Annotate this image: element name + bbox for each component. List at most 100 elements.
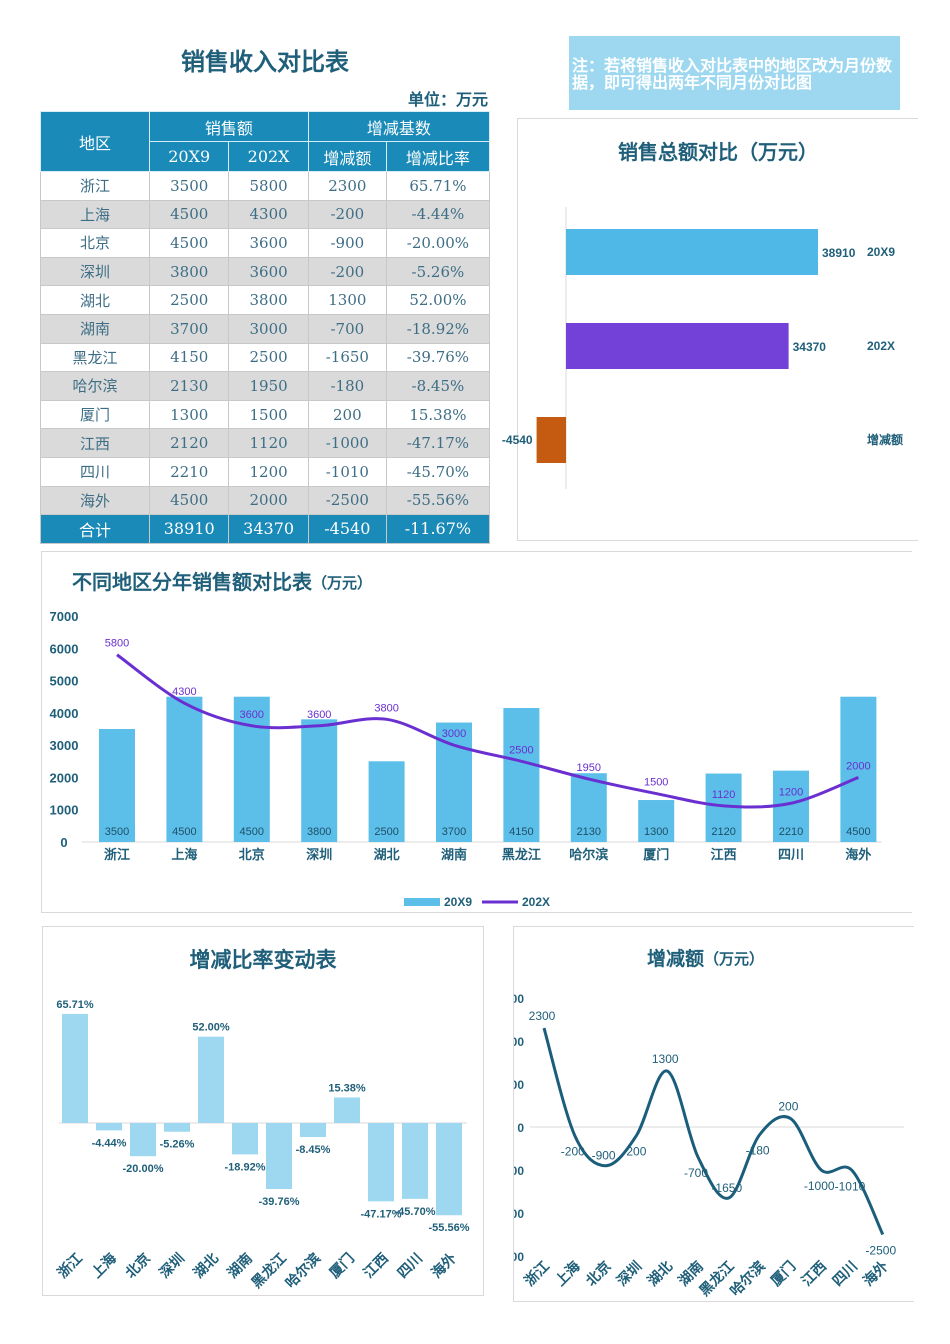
header-y1: 20X9	[148, 141, 230, 172]
chart-title: 增减比率变动表	[190, 948, 338, 972]
table-cell: 3800	[148, 256, 230, 287]
data-label: -39.76%	[259, 1196, 300, 1208]
table-cell: 3500	[148, 171, 230, 201]
y-tick-label: 2000	[514, 1035, 524, 1049]
table-cell: 1200	[228, 456, 309, 487]
bar-label: 3800	[307, 826, 331, 838]
chart-title: 增减额	[647, 947, 704, 970]
y-tick-label: 1000	[514, 1078, 524, 1092]
table-row: 四川 2210 1200 -1010 -45.70%	[40, 456, 491, 487]
line-label: 2500	[509, 744, 533, 756]
table-cell: 上海	[40, 199, 150, 230]
line-label: 3600	[240, 709, 264, 721]
bar	[503, 708, 540, 842]
data-label: -1000	[804, 1179, 835, 1193]
data-label: -200	[622, 1145, 646, 1159]
y-tick-label: 3000	[50, 738, 79, 753]
table-row: 北京 4500 3600 -900 -20.00%	[40, 228, 491, 258]
table-cell: 3000	[228, 313, 309, 344]
category-label: 江西	[711, 847, 737, 862]
bar	[198, 1036, 224, 1123]
legend-label: 202X	[522, 895, 550, 909]
table-cell: 65.71%	[385, 171, 491, 201]
total-cell: 34370	[228, 514, 309, 544]
bar	[300, 1123, 326, 1138]
table-cell: 北京	[40, 228, 150, 258]
category-label: 哈尔滨	[569, 847, 608, 862]
category-label: 海外	[845, 847, 871, 862]
table-cell: 2000	[228, 485, 309, 516]
table-cell: -200	[307, 199, 387, 230]
bar-label: 1300	[644, 826, 668, 838]
table-cell: -1650	[307, 342, 387, 373]
data-label: -18.92%	[225, 1161, 266, 1173]
category-label: 湖北	[190, 1250, 221, 1281]
category-label: 海外	[860, 1258, 891, 1289]
line-label: 1200	[779, 786, 803, 798]
table-row: 厦门 1300 1500 200 15.38%	[40, 399, 491, 430]
table-cell: 4150	[148, 342, 230, 373]
data-label: 2300	[529, 1009, 556, 1023]
category-label: 四川	[394, 1250, 425, 1281]
bar	[301, 719, 338, 842]
table-cell: -45.70%	[385, 456, 491, 487]
table-cell: -39.76%	[385, 342, 491, 373]
bar-label: 4500	[846, 826, 870, 838]
category-label: 深圳	[306, 847, 332, 862]
bar	[62, 1013, 88, 1123]
category-label: 江西	[360, 1250, 391, 1281]
bar	[840, 696, 877, 842]
header-sales: 销售额	[149, 111, 309, 142]
category-label: 20X9	[867, 245, 895, 259]
data-label: -2500	[865, 1244, 896, 1258]
table-cell: 哈尔滨	[40, 371, 150, 401]
table-cell: -200	[307, 256, 387, 287]
bar	[436, 722, 472, 842]
data-label: -200	[561, 1145, 585, 1159]
bar-label: 4150	[509, 826, 533, 838]
chart-title: 不同地区分年销售额对比表	[72, 570, 313, 594]
table-cell: 厦门	[40, 399, 150, 430]
y-tick-label: 6000	[50, 641, 79, 656]
change-rate-chart: 增减比率变动表 65.71% 浙江 -4.44% 上海 -20.00% 北京 -5.26% 深圳…	[42, 926, 484, 1296]
table-cell: 海外	[40, 485, 150, 516]
category-label: 湖北	[644, 1258, 675, 1289]
line-label: 1500	[644, 777, 668, 789]
y-tick-label: 5000	[50, 674, 79, 689]
bar	[164, 1123, 190, 1132]
table-cell: 15.38%	[385, 399, 491, 430]
table-cell: 1950	[228, 371, 309, 401]
table-cell: -900	[307, 228, 387, 258]
data-label: -900	[592, 1149, 616, 1163]
category-label: 湖南	[441, 847, 467, 862]
total-cell: -4540	[307, 514, 387, 544]
table-cell: 2300	[307, 171, 387, 201]
bar-label: 4500	[172, 826, 196, 838]
table-cell: 四川	[40, 456, 150, 487]
table-cell: 2500	[228, 342, 309, 373]
table-cell: -18.92%	[385, 313, 491, 344]
bar	[232, 1123, 258, 1155]
table-cell: 1500	[228, 399, 309, 430]
bar	[570, 773, 607, 842]
bar	[402, 1123, 428, 1199]
table-row: 上海 4500 4300 -200 -4.44%	[40, 199, 491, 230]
data-label: -700	[684, 1166, 708, 1180]
bar	[536, 417, 566, 463]
y-tick-label: 4000	[50, 706, 79, 721]
bar	[166, 696, 203, 842]
category-label: 哈尔滨	[282, 1250, 323, 1291]
region-sales-chart: 不同地区分年销售额对比表 （万元） 0 1000 2000 3000 4000 5000 600…	[41, 551, 912, 913]
data-label: -55.56%	[429, 1222, 470, 1234]
series-line	[542, 1027, 885, 1236]
table-cell: 3800	[228, 285, 309, 315]
header-rate: 增减比率	[385, 141, 491, 172]
category-label: 北京	[122, 1250, 153, 1281]
table-cell: -180	[307, 371, 387, 401]
line-label: 5800	[105, 638, 129, 650]
line-label: 4300	[172, 686, 196, 698]
table-cell: 5800	[228, 171, 309, 201]
bar	[266, 1123, 292, 1190]
bar	[368, 1123, 394, 1202]
